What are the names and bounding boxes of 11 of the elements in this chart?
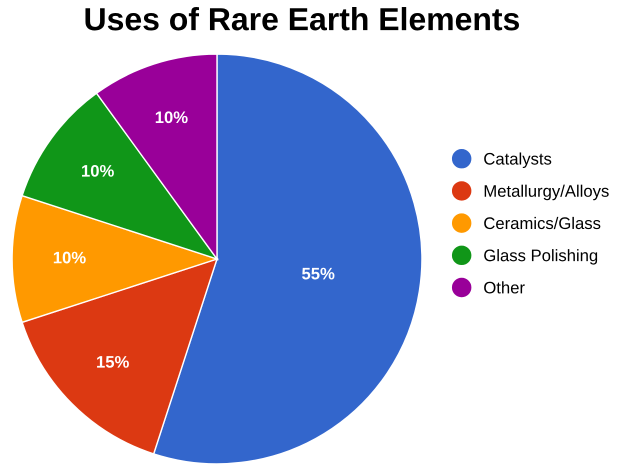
data-label: 10%	[54, 252, 86, 264]
legend-label: Ceramics/Glass	[484, 216, 600, 230]
chart-title: Uses of Rare Earth Elements	[85, 7, 519, 30]
data-label: 10%	[82, 164, 114, 177]
legend-label: Other	[484, 281, 525, 294]
legend-label: Glass Polishing	[484, 249, 598, 265]
data-label: 55%	[302, 268, 334, 280]
legend-label: Metallurgy/Alloys	[484, 184, 609, 200]
data-label: 10%	[156, 111, 188, 124]
data-label: 15%	[97, 356, 129, 368]
legend-label: Catalysts	[484, 152, 552, 168]
